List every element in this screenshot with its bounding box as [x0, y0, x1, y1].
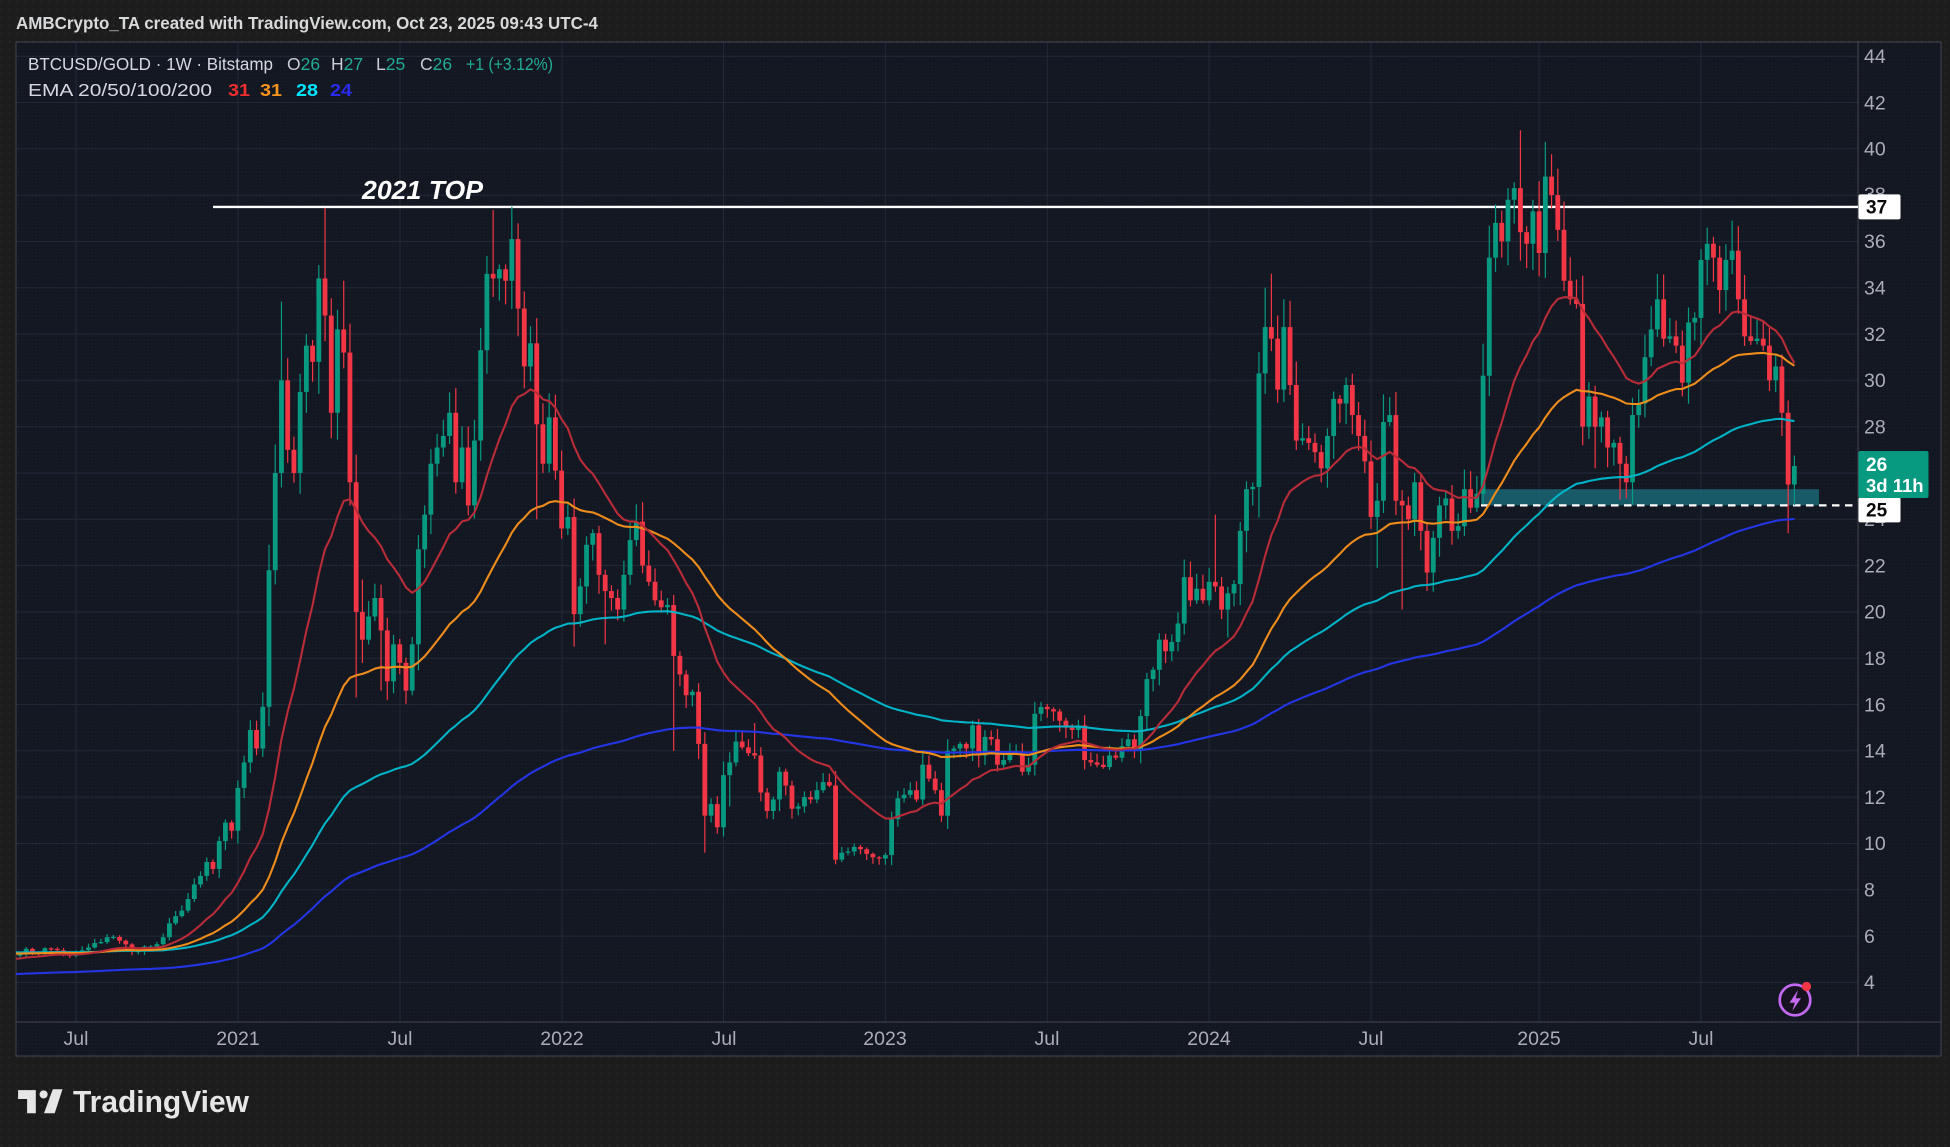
- svg-text:28: 28: [296, 80, 318, 100]
- svg-text:3d 11h: 3d 11h: [1866, 475, 1924, 496]
- svg-text:C26: C26: [420, 54, 452, 74]
- svg-text:Jul: Jul: [1689, 1028, 1714, 1050]
- svg-text:12: 12: [1864, 787, 1886, 809]
- svg-text:25: 25: [1866, 500, 1888, 521]
- svg-text:O26: O26: [287, 54, 320, 74]
- svg-text:TradingView: TradingView: [73, 1085, 249, 1119]
- svg-text:2025: 2025: [1517, 1028, 1561, 1050]
- svg-text:6: 6: [1864, 926, 1875, 948]
- svg-text:Jul: Jul: [1359, 1028, 1384, 1050]
- svg-text:2021: 2021: [216, 1028, 259, 1050]
- svg-text:18: 18: [1864, 648, 1886, 670]
- svg-text:30: 30: [1864, 370, 1886, 392]
- svg-text:2023: 2023: [863, 1028, 906, 1050]
- svg-text:42: 42: [1864, 92, 1886, 114]
- svg-text:2024: 2024: [1187, 1028, 1231, 1050]
- svg-text:20: 20: [1864, 602, 1886, 624]
- svg-text:8: 8: [1864, 880, 1875, 902]
- svg-text:26: 26: [1866, 455, 1887, 476]
- svg-text:28: 28: [1864, 417, 1886, 439]
- svg-text:32: 32: [1864, 324, 1886, 346]
- svg-text:16: 16: [1864, 694, 1886, 716]
- svg-text:Jul: Jul: [712, 1028, 737, 1050]
- svg-text:36: 36: [1864, 231, 1886, 253]
- svg-text:AMBCrypto_TA created with Trad: AMBCrypto_TA created with TradingView.co…: [16, 13, 598, 33]
- svg-text:2021 TOP: 2021 TOP: [361, 175, 484, 205]
- svg-text:4: 4: [1864, 972, 1875, 994]
- svg-text:2022: 2022: [540, 1028, 583, 1050]
- svg-text:34: 34: [1864, 278, 1886, 300]
- svg-text:31: 31: [260, 80, 282, 100]
- svg-text:37: 37: [1866, 197, 1887, 218]
- svg-text:Jul: Jul: [1035, 1028, 1060, 1050]
- svg-text:BTCUSD/GOLD · 1W · Bitstamp: BTCUSD/GOLD · 1W · Bitstamp: [28, 54, 273, 74]
- svg-text:22: 22: [1864, 555, 1886, 577]
- svg-text:Jul: Jul: [388, 1028, 413, 1050]
- svg-text:+1 (+3.12%): +1 (+3.12%): [466, 54, 553, 74]
- svg-text:44: 44: [1864, 46, 1886, 68]
- svg-text:Jul: Jul: [64, 1028, 89, 1050]
- svg-text:40: 40: [1864, 139, 1886, 161]
- svg-text:10: 10: [1864, 833, 1886, 855]
- svg-text:24: 24: [330, 80, 352, 100]
- svg-text:L25: L25: [376, 54, 405, 74]
- svg-text:14: 14: [1864, 741, 1886, 763]
- svg-text:H27: H27: [331, 54, 363, 74]
- svg-text:31: 31: [228, 80, 250, 100]
- svg-text:EMA 20/50/100/200: EMA 20/50/100/200: [28, 80, 212, 100]
